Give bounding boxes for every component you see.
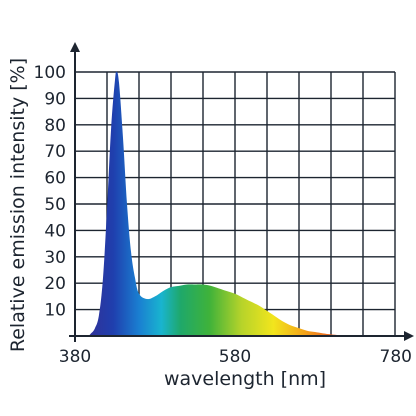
y-tick-label: 40 <box>44 221 66 241</box>
x-tick-label: 780 <box>380 347 412 367</box>
y-tick-label: 60 <box>44 169 66 189</box>
y-tick-label: 20 <box>44 274 66 294</box>
y-tick-label: 30 <box>44 248 66 268</box>
x-tick-label: 380 <box>59 347 91 367</box>
y-tick-label: 80 <box>44 116 66 136</box>
x-axis-label: wavelength [nm] <box>164 368 326 390</box>
spectrum-area <box>75 71 395 337</box>
y-axis-label: Relative emission intensity [%] <box>7 58 29 352</box>
x-tick-label: 580 <box>219 347 251 367</box>
x-axis-arrow <box>404 331 414 341</box>
y-tick-label: 90 <box>44 89 66 109</box>
axes <box>69 42 414 342</box>
tick-labels: 10 20 30 40 50 60 70 80 90 100 380 580 780 <box>34 63 412 367</box>
y-tick-label: 100 <box>34 63 66 83</box>
y-tick-label: 50 <box>44 195 66 215</box>
y-tick-label: 10 <box>44 301 66 321</box>
y-axis-arrow <box>70 42 80 52</box>
y-tick-label: 70 <box>44 142 66 162</box>
